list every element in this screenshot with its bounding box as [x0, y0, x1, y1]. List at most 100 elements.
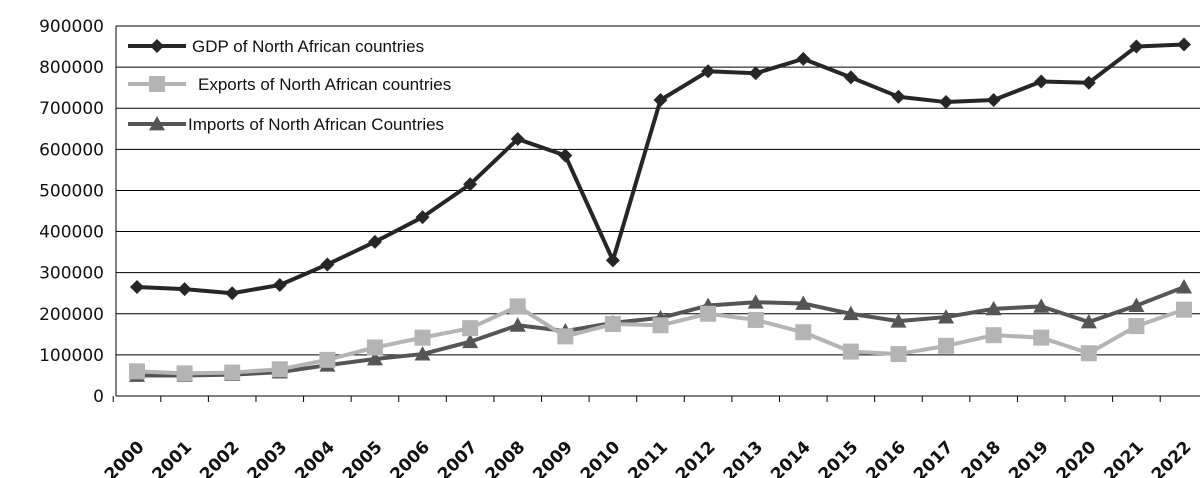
square-marker [1176, 301, 1192, 318]
square-marker [1080, 345, 1097, 362]
diamond-marker [150, 39, 164, 53]
triangle-marker [149, 116, 165, 131]
square-marker [652, 317, 669, 334]
diamond-marker [1081, 75, 1096, 90]
square-marker [842, 343, 859, 360]
x-tick-label: 2011 [624, 437, 672, 478]
diamond-marker [367, 234, 382, 249]
x-tick-label: 2017 [910, 437, 958, 478]
legend-item: Imports of North African Countries [128, 115, 444, 134]
square-marker [700, 305, 717, 322]
diamond-marker [605, 253, 620, 268]
x-tick-label: 2005 [339, 437, 387, 478]
diamond-marker [1034, 74, 1049, 89]
x-tick-label: 2008 [482, 437, 530, 478]
square-marker [604, 316, 621, 333]
diamond-marker [1177, 37, 1191, 52]
diamond-marker [225, 286, 240, 301]
x-tick-label: 2015 [815, 437, 863, 478]
y-tick-label: 800000 [39, 58, 104, 78]
diamond-marker [130, 280, 144, 295]
x-tick-label: 2019 [1005, 437, 1053, 478]
x-tick-label: 2010 [577, 437, 625, 478]
square-marker [938, 337, 955, 354]
diamond-marker [748, 66, 763, 81]
diamond-marker [843, 70, 858, 85]
square-marker [1033, 329, 1050, 346]
square-marker [890, 346, 907, 363]
legend-item: Exports of North African countries [128, 75, 451, 94]
diamond-marker [796, 51, 811, 66]
diamond-marker [177, 282, 192, 297]
square-marker [149, 76, 165, 92]
legend-item: GDP of North African countries [128, 37, 424, 56]
x-tick-label: 2012 [672, 437, 720, 478]
diamond-marker [558, 148, 573, 163]
legend-label: Exports of North African countries [198, 75, 451, 94]
triangle-marker [842, 305, 859, 321]
diamond-marker [510, 132, 525, 147]
triangle-marker [366, 351, 383, 366]
x-tick-label: 2002 [196, 437, 244, 478]
y-tick-label: 600000 [39, 140, 104, 160]
series-layer [129, 37, 1192, 382]
x-tick-label: 2021 [1100, 437, 1148, 478]
diamond-marker [939, 95, 954, 110]
x-tick-label: 2018 [958, 437, 1006, 478]
diamond-marker [701, 64, 716, 79]
gridlines [116, 25, 1200, 397]
square-marker [271, 361, 288, 378]
x-tick-label: 2007 [434, 437, 482, 478]
diamond-marker [463, 177, 478, 192]
square-marker [509, 298, 526, 315]
square-marker [366, 339, 383, 356]
square-marker [557, 328, 574, 345]
x-tick-label: 2009 [529, 437, 577, 478]
y-tick-label: 300000 [39, 264, 104, 284]
y-tick-label: 400000 [39, 223, 104, 243]
legend: GDP of North African countries Exports of… [128, 37, 451, 134]
y-tick-label: 100000 [39, 346, 104, 366]
square-marker [129, 363, 145, 380]
square-marker [319, 351, 336, 368]
diamond-marker [1129, 39, 1144, 54]
diamond-marker [415, 210, 430, 225]
triangle-marker [890, 313, 907, 328]
y-tick-label: 200000 [39, 305, 104, 325]
x-tick-label: 2016 [862, 437, 910, 478]
diamond-marker [272, 278, 287, 292]
series-gdp [130, 37, 1191, 301]
triangle-marker [747, 294, 764, 309]
x-tick-label: 2013 [720, 437, 768, 478]
x-tick-label: 2004 [291, 437, 339, 478]
triangle-marker [1128, 297, 1145, 312]
x-tick-label: 2014 [767, 437, 815, 478]
x-tick-label: 2022 [1148, 437, 1196, 478]
square-marker [414, 329, 431, 346]
diamond-marker [653, 93, 668, 107]
triangle-marker [1033, 298, 1050, 313]
diamond-marker [891, 89, 906, 104]
x-tick-label: 2000 [101, 437, 149, 478]
x-tick-label: 2003 [244, 437, 292, 478]
square-marker [747, 311, 764, 328]
triangle-marker [985, 300, 1002, 316]
square-marker [176, 365, 193, 382]
square-marker [1128, 318, 1145, 335]
triangle-marker [938, 309, 955, 324]
legend-label: Imports of North African Countries [188, 115, 444, 134]
diamond-marker [986, 93, 1001, 107]
triangle-marker [414, 346, 431, 361]
square-marker [985, 327, 1002, 344]
triangle-marker [795, 295, 812, 310]
y-tick-label: 900000 [39, 17, 104, 37]
y-tick-label: 0 [93, 387, 104, 407]
triangle-marker [509, 317, 526, 332]
triangle-marker [1080, 314, 1097, 329]
square-marker [462, 320, 479, 337]
series-exports [129, 298, 1192, 382]
y-tick-label: 700000 [39, 99, 104, 119]
square-marker [224, 364, 241, 381]
x-tick-label: 2006 [386, 437, 434, 478]
